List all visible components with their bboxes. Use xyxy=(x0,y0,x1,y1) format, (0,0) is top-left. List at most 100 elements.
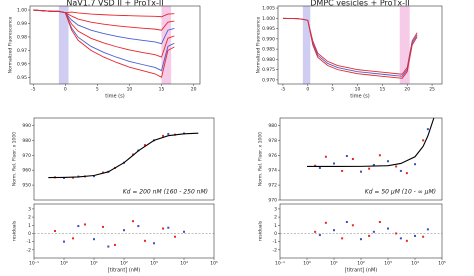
data-point xyxy=(414,163,416,166)
data-point xyxy=(137,225,140,228)
x-tick-label: 25 xyxy=(429,87,435,93)
data-point xyxy=(387,227,389,230)
x-axis-label: time (s) xyxy=(105,94,124,100)
y-tick-label: 974 xyxy=(268,168,277,174)
x-tick-label: 10² xyxy=(357,261,365,267)
y-tick-label: -2 xyxy=(27,247,32,253)
x-tick-label: 10¹ xyxy=(330,261,338,267)
plot-area xyxy=(307,118,435,175)
x-tick-label: 10⁰ xyxy=(303,261,311,267)
y-tick-label: 976 xyxy=(268,153,277,159)
data-point xyxy=(324,221,327,224)
y-tick-label: 0.98 xyxy=(17,34,27,40)
data-point xyxy=(162,134,165,137)
y-axis-label: residuals xyxy=(258,220,264,241)
x-tick-label: -5 xyxy=(281,87,286,93)
chart-title: DMPC vesicles + ProTx-II xyxy=(310,0,409,8)
data-point xyxy=(314,230,317,233)
data-point xyxy=(351,224,354,227)
data-point xyxy=(132,153,135,156)
y-axis-label: Norm. Rel. Fluor. x 1000 xyxy=(258,132,264,186)
x-tick-label: 5 xyxy=(96,87,99,93)
x-tick-label: 0 xyxy=(64,87,67,93)
data-point xyxy=(143,144,146,147)
y-tick-label: -2 xyxy=(273,247,278,253)
y-tick-label: 960 xyxy=(22,168,31,174)
x-tick-label: 10¹ xyxy=(90,261,98,267)
plot-frame xyxy=(29,5,201,85)
data-point xyxy=(372,230,375,233)
y-tick-label: 0 xyxy=(28,231,31,237)
data-point xyxy=(102,171,105,174)
plot-area xyxy=(282,6,418,84)
data-point xyxy=(167,226,170,229)
x-tick-label: 5 xyxy=(331,87,334,93)
data-point xyxy=(422,235,425,238)
data-point xyxy=(143,239,146,242)
y-tick-label: 970 xyxy=(268,198,277,204)
y-axis-label: Norm. Rel. Fluor. x 1000 xyxy=(12,132,18,186)
y-tick-label: 0 xyxy=(274,231,277,237)
data-point xyxy=(314,164,317,167)
y-tick-label: 3 xyxy=(28,206,31,212)
x-axis-label: [titrant] (nM) xyxy=(345,268,377,274)
data-point xyxy=(53,230,56,232)
panel: 0.970 0.975 0.980 0.985 0.990 0.995 1.000 1.005… xyxy=(256,0,443,100)
data-point xyxy=(333,229,335,232)
data-point xyxy=(351,158,354,160)
x-tick-label: 10 xyxy=(127,87,133,93)
data-point xyxy=(102,225,105,228)
y-tick-label: 1.00 xyxy=(17,8,27,14)
x-tick-label: 10⁴ xyxy=(411,261,419,267)
data-point xyxy=(422,139,425,142)
data-point xyxy=(167,132,170,135)
data-point xyxy=(360,170,362,173)
data-point xyxy=(173,235,176,238)
panel: 950 960 970 980 990 Norm. Rel. Fluor. x 1000 K… xyxy=(12,117,215,201)
y-tick-label: 1 xyxy=(274,223,277,229)
trace xyxy=(282,17,418,79)
data-point xyxy=(63,240,65,243)
x-tick-label: 10² xyxy=(120,261,128,267)
x-tick-label: 10³ xyxy=(384,261,392,267)
x-tick-label: -5 xyxy=(31,87,36,93)
data-point xyxy=(378,221,381,223)
data-point xyxy=(426,128,429,131)
y-tick-label: 972 xyxy=(268,183,277,189)
data-point xyxy=(93,238,95,241)
x-tick-label: 10⁴ xyxy=(180,261,188,267)
trace xyxy=(33,9,175,78)
y-tick-label: 0.975 xyxy=(262,67,275,73)
trace xyxy=(33,9,175,31)
data-point xyxy=(333,162,335,165)
annotation: Kd = 50 µM (10 - ∞ µM) xyxy=(365,189,436,196)
x-tick-label: 10⁵ xyxy=(438,261,446,267)
y-axis-label: residuals xyxy=(12,220,18,241)
data-point xyxy=(426,228,429,231)
panel: -2 -1 0 1 2 3 10⁻¹ 10⁰ 10¹ 10² 10³ 10⁴ 10⁵ [titrant] … xyxy=(12,203,218,274)
data-point xyxy=(72,237,75,240)
y-tick-label: 0.95 xyxy=(17,75,27,81)
y-axis-label: Normalized Fluorescence xyxy=(256,16,262,73)
y-tick-label: 1 xyxy=(28,223,31,229)
plot-area xyxy=(48,132,199,179)
data-point xyxy=(378,154,381,157)
x-tick-label: 10⁰ xyxy=(60,261,68,267)
y-tick-label: 1.000 xyxy=(262,16,275,22)
data-point xyxy=(405,239,408,242)
highlight-span xyxy=(161,6,172,84)
y-tick-label: 980 xyxy=(22,138,31,144)
y-tick-label: 978 xyxy=(268,138,277,144)
plot-frame xyxy=(33,117,215,201)
y-tick-label: 2 xyxy=(28,215,31,221)
y-tick-label: 1.005 xyxy=(262,6,275,12)
x-tick-label: 15 xyxy=(159,87,165,93)
data-point xyxy=(83,223,86,226)
data-point xyxy=(368,167,371,170)
y-tick-label: 980 xyxy=(268,123,277,129)
data-point xyxy=(399,169,402,172)
x-tick-label: 0 xyxy=(306,87,309,93)
plot-frame xyxy=(279,203,443,259)
x-tick-label: 15 xyxy=(379,87,385,93)
fit-curve xyxy=(48,132,199,179)
